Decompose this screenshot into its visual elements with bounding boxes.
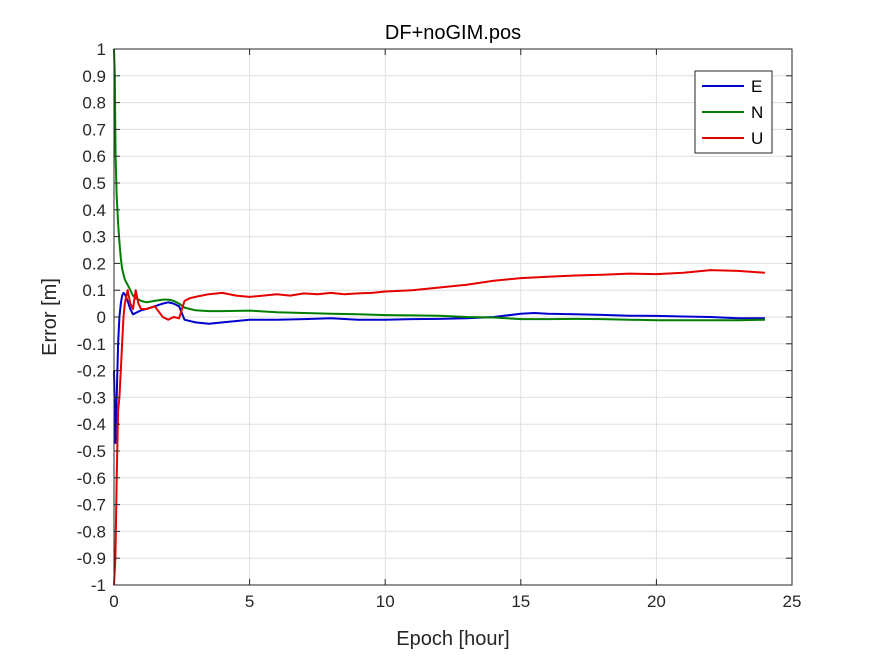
series-layer bbox=[113, 48, 765, 586]
y-tick-label: 0.7 bbox=[82, 120, 106, 139]
y-tick-label: -0.5 bbox=[77, 442, 106, 461]
y-tick-label: -0.4 bbox=[77, 415, 106, 434]
series-line-e bbox=[113, 291, 765, 444]
y-tick-label: 0.1 bbox=[82, 281, 106, 300]
x-tick-label: 0 bbox=[109, 592, 118, 611]
y-tick-label: 0.9 bbox=[82, 67, 106, 86]
y-tick-label: -0.7 bbox=[77, 496, 106, 515]
y-tick-label: 0.2 bbox=[82, 254, 106, 273]
y-axis-title: Error [m] bbox=[39, 278, 61, 356]
y-tick-label: -0.8 bbox=[77, 522, 106, 541]
legend: ENU bbox=[694, 70, 773, 154]
y-tick-label: 1 bbox=[97, 40, 106, 59]
x-tick-label: 20 bbox=[647, 592, 666, 611]
y-tick-label: -0.6 bbox=[77, 469, 106, 488]
y-tick-label: -0.9 bbox=[77, 549, 106, 568]
y-tick-label: 0.4 bbox=[82, 201, 106, 220]
y-tick-label: -0.2 bbox=[77, 362, 106, 381]
y-tick-label: 0.5 bbox=[82, 174, 106, 193]
y-tick-label: 0.3 bbox=[82, 228, 106, 247]
x-axis-title: Epoch [hour] bbox=[396, 628, 509, 650]
x-tick-label: 5 bbox=[245, 592, 254, 611]
y-tick-label: 0.6 bbox=[82, 147, 106, 166]
legend-label-u: U bbox=[751, 129, 763, 148]
y-tick-label: -0.1 bbox=[77, 335, 106, 354]
series-line-n bbox=[113, 48, 765, 322]
chart-title: DF+noGIM.pos bbox=[385, 22, 521, 44]
legend-items: ENU bbox=[702, 77, 763, 148]
y-tick-label: -1 bbox=[91, 576, 106, 595]
y-tick-label: -0.3 bbox=[77, 388, 106, 407]
series-line-u bbox=[113, 269, 765, 586]
y-tick-label: 0.8 bbox=[82, 94, 106, 113]
legend-label-n: N bbox=[751, 103, 763, 122]
x-tick-label: 25 bbox=[783, 592, 802, 611]
ticks: 0 5 10 15 20 25-1-0.9-0.8-0.7-0.6-0.5-0.4-0.3… bbox=[77, 40, 802, 611]
y-tick-label: 0 bbox=[97, 308, 106, 327]
x-tick-label: 15 bbox=[511, 592, 530, 611]
legend-label-e: E bbox=[751, 77, 762, 96]
x-tick-label: 10 bbox=[376, 592, 395, 611]
